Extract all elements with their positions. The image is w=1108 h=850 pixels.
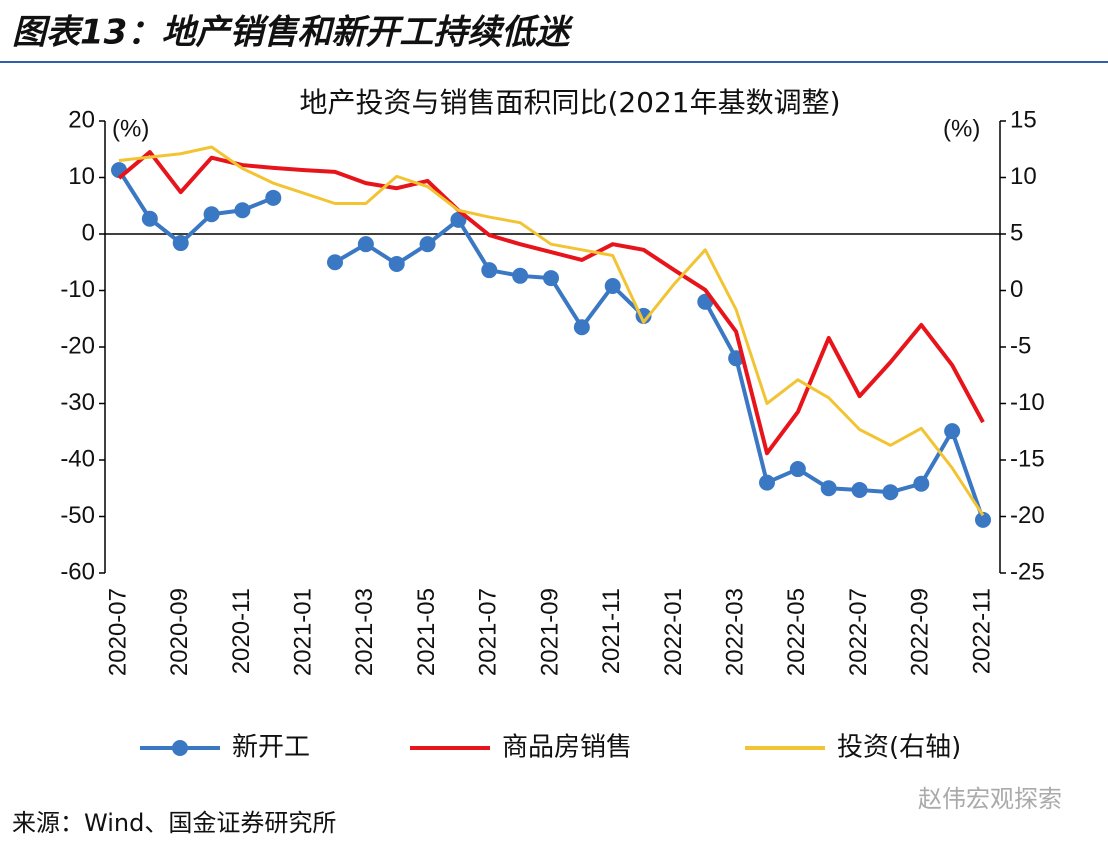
point (944, 423, 961, 440)
y-tick-label: -10 (60, 276, 95, 303)
point (975, 511, 991, 528)
point (327, 254, 343, 271)
point (882, 484, 899, 501)
series-line (703, 300, 985, 521)
y2-tick-label: -5 (1010, 332, 1031, 359)
x-tick-label: 2022-09 (907, 588, 934, 676)
point (913, 475, 930, 492)
y2-tick-label: -10 (1010, 389, 1045, 416)
y2-tick-label: -15 (1010, 445, 1045, 472)
x-tick-label: 2021-07 (475, 588, 502, 676)
header: 图表13：地产销售和新开工持续低迷 (12, 13, 574, 53)
legend-marker (172, 740, 188, 756)
source: 来源：Wind、国金证券研究所 (12, 809, 336, 837)
point (512, 267, 529, 284)
point (419, 236, 436, 253)
x-tick-label: 2022-07 (845, 588, 872, 676)
point (759, 474, 775, 491)
y2-tick-label: 15 (1010, 106, 1037, 133)
point (543, 270, 559, 287)
y2-unit: (%) (943, 115, 980, 142)
y-tick-label: 0 (82, 219, 95, 246)
y-tick-label: -20 (60, 332, 95, 359)
x-tick-label: 2021-09 (536, 588, 563, 676)
point (265, 189, 282, 206)
y-tick-label: -30 (60, 389, 95, 416)
y2-tick-label: -25 (1010, 558, 1045, 585)
legend-label: 投资(右轴) (837, 733, 961, 763)
series-line (118, 145, 985, 517)
legend-label: 商品房销售 (502, 733, 632, 763)
x-tick-label: 2020-09 (166, 588, 193, 676)
y-tick-label: -40 (60, 445, 95, 472)
y-tick-label: -50 (60, 502, 95, 529)
watermark: 赵伟宏观探索 (918, 785, 1062, 813)
point (820, 480, 837, 497)
point (357, 236, 374, 253)
point (388, 255, 405, 272)
x-tick-label: 2022-01 (660, 588, 687, 676)
y-tick-label: 20 (68, 106, 95, 133)
chart-title: 地产投资与销售面积同比(2021年基数调整) (299, 86, 840, 119)
point (573, 319, 590, 336)
y2-tick-label: 10 (1010, 163, 1037, 190)
y2-tick-label: 0 (1010, 276, 1023, 303)
point (203, 206, 220, 223)
point (141, 210, 158, 227)
point (481, 262, 498, 279)
series-line (117, 150, 985, 456)
x-tick-label: 2021-01 (289, 588, 316, 676)
point (172, 235, 189, 252)
y-tick-label: 10 (68, 163, 95, 190)
x-tick-label: 2020-07 (104, 588, 131, 676)
x-tick-label: 2020-11 (228, 588, 255, 674)
x-tick-label: 2021-05 (413, 588, 440, 676)
point (234, 202, 251, 219)
point (789, 461, 806, 478)
x-tick-label: 2022-11 (968, 588, 995, 674)
point (604, 277, 621, 294)
y2-tick-label: 5 (1010, 219, 1023, 246)
x-tick-label: 2022-05 (783, 588, 810, 676)
x-tick-label: 2021-11 (598, 588, 625, 674)
x-tick-label: 2022-03 (721, 588, 748, 676)
series-line (117, 169, 275, 246)
y-tick-label: -60 (60, 558, 95, 585)
legend-label: 新开工 (232, 733, 310, 763)
y2-tick-label: -20 (1010, 502, 1045, 529)
y-unit: (%) (112, 115, 149, 142)
point (851, 481, 868, 498)
x-tick-label: 2021-03 (351, 588, 378, 676)
